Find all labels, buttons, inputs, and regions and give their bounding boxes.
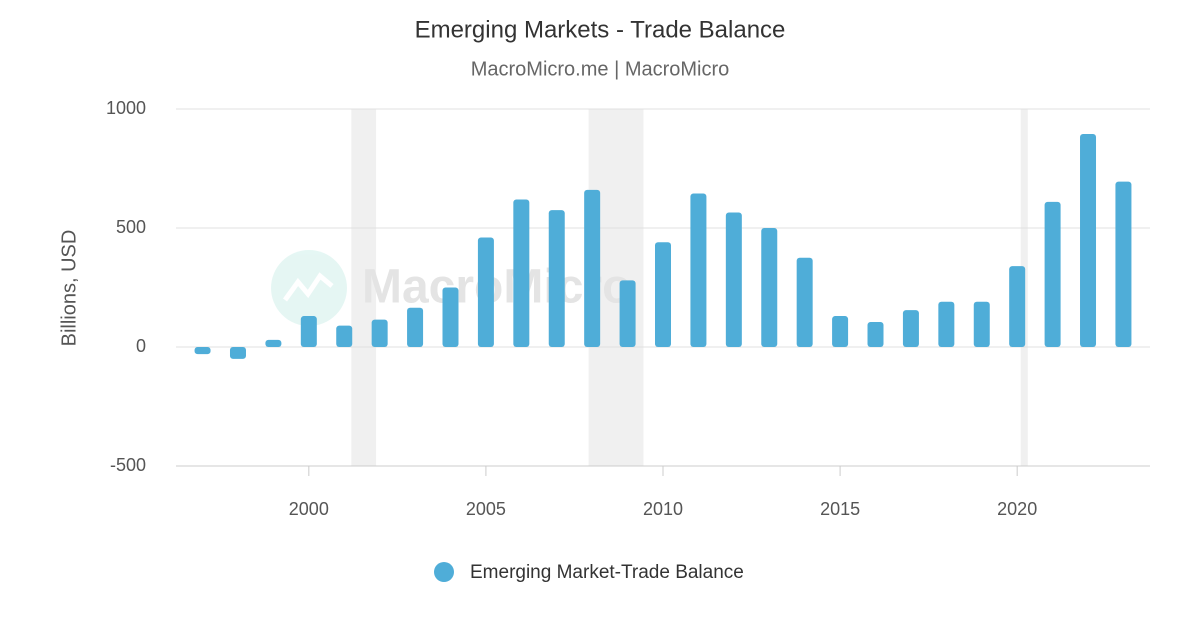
bar [938,301,955,347]
bar [832,316,849,347]
bar [513,199,530,347]
bar [1009,266,1026,347]
y-tick-label: 1000 [106,98,146,118]
bar [619,280,636,347]
x-tick-label: 2015 [820,499,860,519]
bar [477,237,494,347]
legend-label: Emerging Market-Trade Balance [470,562,744,583]
x-tick-label: 2010 [643,499,683,519]
bar [584,189,601,347]
y-axis-title: Billions, USD [58,230,80,347]
bar [655,242,671,347]
bar [265,339,282,347]
x-tick-label: 2005 [466,499,506,519]
bar [229,347,246,359]
bar [442,287,459,347]
x-tick-label: 2000 [289,499,329,519]
chart-subtitle: MacroMicro.me | MacroMicro [471,58,730,80]
bar [690,193,707,347]
y-tick-label: 500 [116,217,146,237]
x-tick-label: 2020 [997,499,1037,519]
bar [194,347,211,355]
bar [371,319,388,347]
bar [796,257,813,347]
bar [1044,201,1061,347]
bar [1080,133,1097,347]
bar [300,316,317,347]
bar [336,325,353,347]
bar [407,307,424,347]
y-tick-label: 0 [136,336,146,356]
recession-band [351,109,377,466]
bar [867,322,884,347]
y-tick-label: -500 [110,455,146,475]
legend-marker [434,562,454,582]
bar [973,301,990,347]
chart-title: Emerging Markets - Trade Balance [415,16,786,43]
bar [725,212,742,347]
bar [761,228,778,347]
bar [1115,181,1132,347]
bar [548,210,565,347]
bar [902,310,919,347]
watermark-logo [271,250,347,326]
